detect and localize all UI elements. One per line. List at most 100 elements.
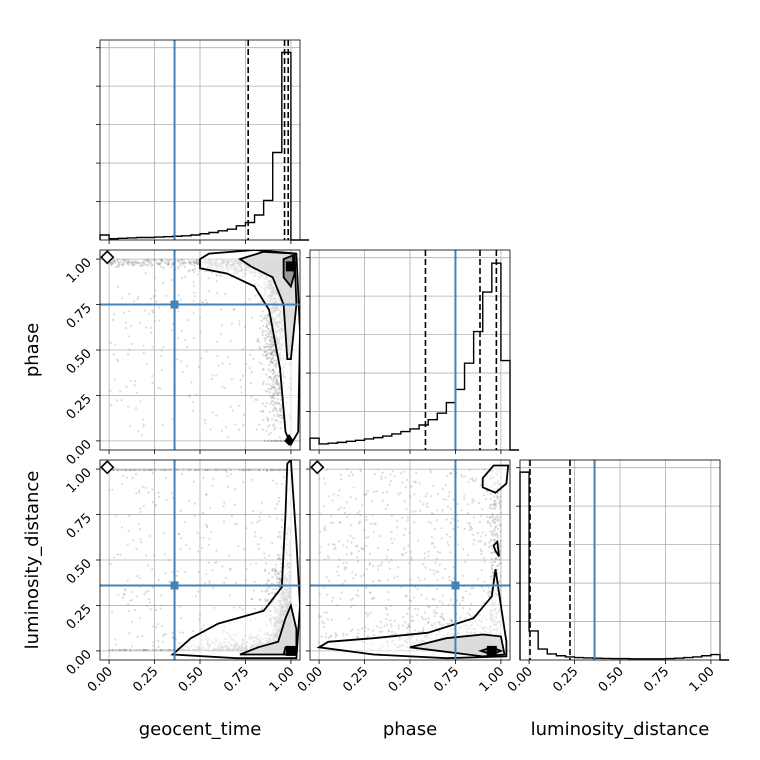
sample-point <box>275 409 278 413</box>
sample-point <box>277 383 280 386</box>
sample-point <box>265 317 268 320</box>
sample-point <box>271 541 274 545</box>
sample-point <box>267 387 270 390</box>
sample-point <box>267 327 270 330</box>
sample-point <box>204 298 207 301</box>
sample-point <box>128 514 131 517</box>
sample-point <box>229 405 232 408</box>
sample-point <box>498 558 501 561</box>
sample-point <box>274 402 277 405</box>
sample-point <box>207 277 210 280</box>
sample-point <box>120 526 123 529</box>
sample-point <box>267 579 270 582</box>
sample-point <box>275 381 278 384</box>
sample-point <box>110 262 113 265</box>
sample-point <box>250 597 253 601</box>
sample-point <box>147 648 150 652</box>
sample-point <box>160 259 163 263</box>
sample-point <box>118 648 122 652</box>
sample-point <box>350 598 353 602</box>
sample-point <box>116 468 119 472</box>
sample-point <box>148 601 152 604</box>
sample-point <box>138 468 141 472</box>
sample-point <box>128 468 132 472</box>
sample-point <box>206 468 209 472</box>
sample-point <box>148 312 151 315</box>
sample-point <box>150 264 153 267</box>
sample-point <box>176 259 179 262</box>
sample-point <box>468 522 471 525</box>
sample-point <box>177 533 180 536</box>
sample-point <box>270 361 274 364</box>
sample-point <box>278 391 281 395</box>
panel-hist-geocent-time <box>96 39 310 241</box>
sample-point <box>165 499 168 502</box>
sample-point <box>153 648 156 652</box>
sample-point <box>385 623 389 626</box>
sample-point <box>170 648 173 652</box>
sample-point <box>206 524 209 528</box>
sample-point <box>275 362 278 365</box>
sample-point <box>193 502 196 505</box>
sample-point <box>187 468 190 472</box>
sample-point <box>273 397 276 400</box>
sample-point <box>249 353 252 356</box>
sample-point <box>261 329 264 332</box>
sample-point <box>194 295 197 298</box>
sample-point <box>271 399 274 403</box>
sample-point <box>182 468 185 472</box>
sample-point <box>113 260 116 263</box>
sample-point <box>226 356 229 359</box>
sample-point <box>215 549 218 552</box>
sample-point <box>426 502 429 505</box>
sample-point <box>270 439 273 442</box>
sample-point <box>271 368 274 371</box>
sample-point <box>258 361 261 364</box>
sample-point <box>112 468 115 472</box>
sample-point <box>132 468 135 472</box>
sample-point <box>260 501 263 504</box>
sample-point <box>209 468 213 472</box>
sample-point <box>266 319 269 323</box>
sample-point <box>270 340 273 343</box>
sample-point <box>263 568 267 571</box>
sample-point <box>441 488 444 491</box>
sample-point <box>427 550 430 553</box>
sample-point <box>234 423 237 426</box>
sample-point <box>215 274 218 277</box>
sample-point <box>273 592 276 595</box>
sample-point <box>250 349 253 352</box>
sample-point <box>232 308 235 311</box>
sample-point <box>490 503 493 506</box>
sample-point <box>256 520 259 524</box>
sample-point <box>416 539 419 542</box>
sample-point <box>280 468 283 472</box>
sample-point <box>367 628 370 631</box>
sample-point <box>150 326 153 329</box>
sample-point <box>188 261 191 265</box>
sample-point <box>498 503 501 506</box>
sample-point <box>116 468 119 472</box>
sample-point <box>122 262 125 265</box>
sample-point <box>276 581 279 584</box>
sample-point <box>124 258 127 262</box>
sample-point <box>265 468 269 472</box>
sample-point <box>133 468 136 472</box>
sample-point <box>257 337 260 341</box>
sample-point <box>270 360 273 364</box>
sample-point <box>271 569 274 572</box>
sample-point <box>371 514 374 517</box>
sample-point <box>197 590 200 593</box>
sample-point <box>178 642 181 645</box>
sample-point <box>276 439 279 442</box>
sample-point <box>210 531 213 534</box>
sample-point <box>215 414 218 417</box>
sample-point <box>279 421 282 424</box>
sample-point <box>122 468 125 472</box>
sample-point <box>271 418 274 421</box>
sample-point <box>269 332 272 335</box>
sample-point <box>188 547 191 550</box>
sample-point <box>263 345 266 348</box>
sample-point <box>237 545 240 548</box>
sample-point <box>276 575 279 578</box>
